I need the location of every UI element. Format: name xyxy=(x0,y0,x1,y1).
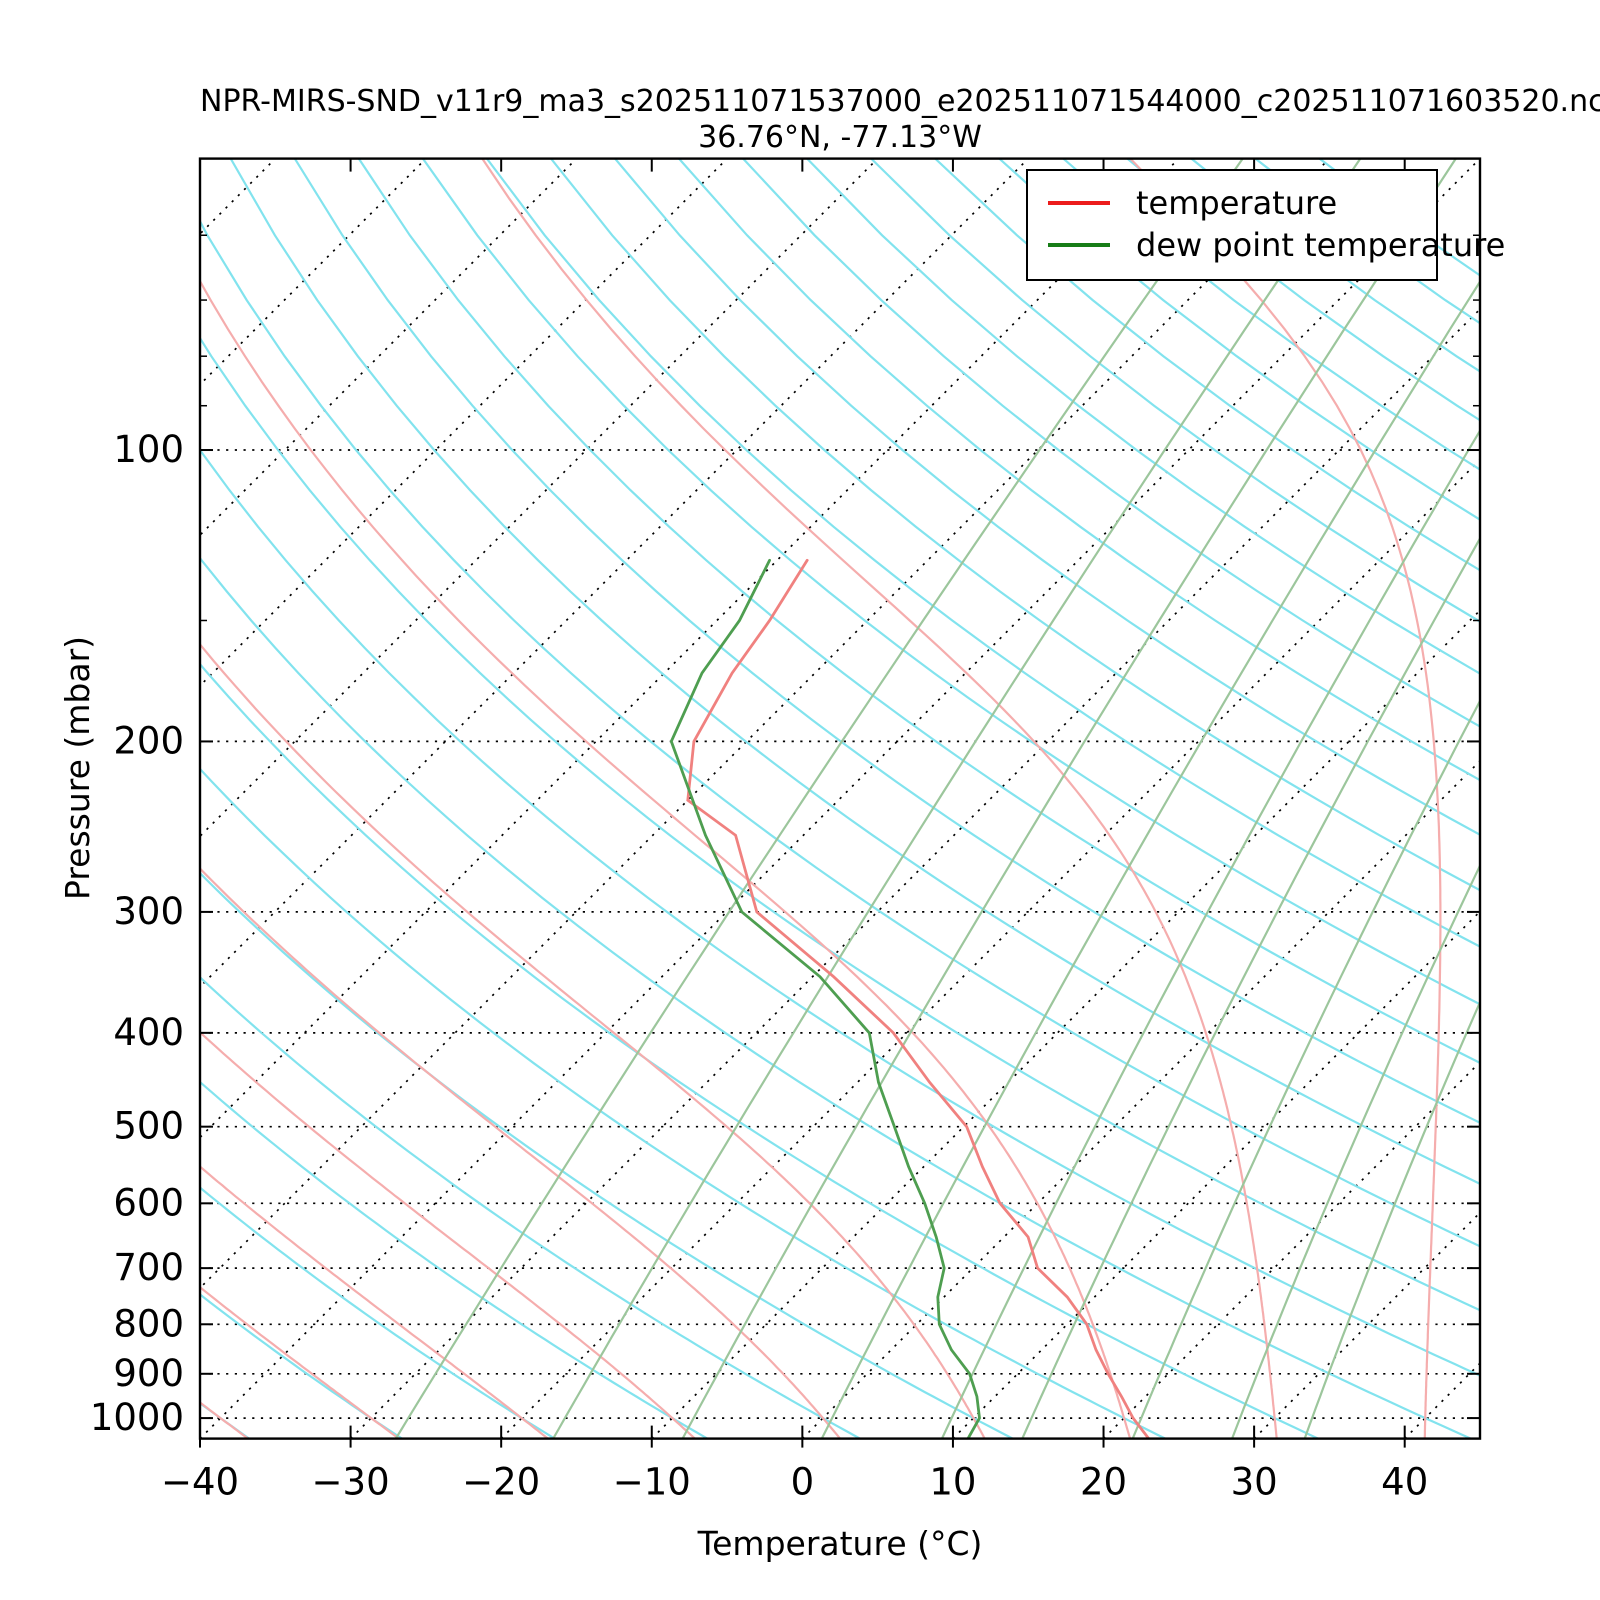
svg-text:400: 400 xyxy=(113,1011,184,1054)
svg-text:−30: −30 xyxy=(312,1461,390,1504)
svg-text:1000: 1000 xyxy=(90,1396,184,1439)
svg-text:10: 10 xyxy=(929,1461,976,1504)
svg-text:900: 900 xyxy=(113,1352,184,1395)
isotherm-gridlines xyxy=(200,158,1480,1439)
svg-text:−10: −10 xyxy=(613,1461,691,1504)
svg-text:100: 100 xyxy=(113,428,184,471)
plot-frame xyxy=(198,157,1482,1440)
svg-text:600: 600 xyxy=(113,1181,184,1224)
mixing-ratio-lines xyxy=(394,158,1480,1439)
svg-text:30: 30 xyxy=(1231,1461,1278,1504)
axis-ticks xyxy=(199,158,1480,1448)
svg-text:−20: −20 xyxy=(462,1461,540,1504)
svg-text:40: 40 xyxy=(1381,1461,1428,1504)
legend-label-dew-point: dew point temperature xyxy=(1136,226,1506,264)
svg-text:0: 0 xyxy=(791,1461,815,1504)
dew-point-temperature-curve xyxy=(669,558,981,1439)
legend-item-temperature: temperature xyxy=(1028,182,1436,224)
svg-text:−40: −40 xyxy=(161,1461,239,1504)
dew-point-line-swatch xyxy=(1048,243,1110,247)
moist-adiabats xyxy=(200,158,1442,1439)
legend-item-dew-point: dew point temperature xyxy=(1028,224,1505,266)
svg-text:700: 700 xyxy=(113,1246,184,1289)
temperature-line-swatch xyxy=(1048,201,1110,205)
svg-text:800: 800 xyxy=(113,1302,184,1345)
legend: temperature dew point temperature xyxy=(1026,169,1505,281)
figure-subtitle: 36.76°N, -77.13°W xyxy=(698,120,982,155)
temperature-curve xyxy=(686,558,1151,1439)
svg-text:500: 500 xyxy=(113,1105,184,1148)
dry-adiabats xyxy=(200,158,1480,1439)
svg-text:300: 300 xyxy=(113,890,184,933)
figure-title: NPR-MIRS-SND_v11r9_ma3_s202511071537000_… xyxy=(200,84,1600,119)
svg-text:20: 20 xyxy=(1080,1461,1127,1504)
y-axis-label: Pressure (mbar) xyxy=(58,635,97,900)
svg-text:200: 200 xyxy=(113,719,184,762)
legend-label-temperature: temperature xyxy=(1136,184,1338,222)
figure-header: NPR-MIRS-SND_v11r9_ma3_s202511071537000_… xyxy=(200,84,1600,156)
x-axis-label: Temperature (°C) xyxy=(697,1524,983,1563)
